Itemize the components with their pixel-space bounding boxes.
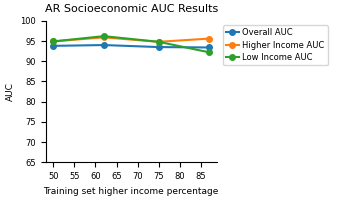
Line: Overall AUC: Overall AUC xyxy=(50,42,212,50)
Line: Higher Income AUC: Higher Income AUC xyxy=(50,35,212,45)
Low Income AUC xyxy=(156,41,161,43)
Overall AUC xyxy=(51,45,55,47)
Low Income AUC xyxy=(102,35,106,37)
Overall AUC xyxy=(156,46,161,48)
Overall AUC xyxy=(102,44,106,46)
Higher Income AUC xyxy=(207,37,211,40)
Overall AUC xyxy=(207,46,211,49)
Low Income AUC xyxy=(207,51,211,54)
Legend: Overall AUC, Higher Income AUC, Low Income AUC: Overall AUC, Higher Income AUC, Low Inco… xyxy=(223,25,328,65)
Low Income AUC xyxy=(51,40,55,43)
Title: AR Socioeconomic AUC Results: AR Socioeconomic AUC Results xyxy=(45,4,218,15)
Higher Income AUC xyxy=(51,40,55,43)
Higher Income AUC xyxy=(156,41,161,43)
Line: Low Income AUC: Low Income AUC xyxy=(50,33,212,55)
Higher Income AUC xyxy=(102,36,106,39)
Y-axis label: AUC: AUC xyxy=(6,82,14,101)
X-axis label: Training set higher income percentage: Training set higher income percentage xyxy=(43,187,219,196)
